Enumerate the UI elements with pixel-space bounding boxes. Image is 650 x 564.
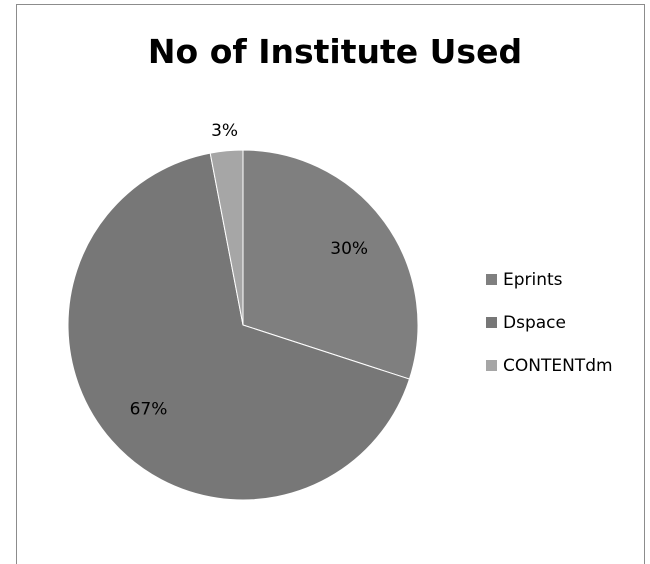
data-label-dspace: 67% <box>130 399 168 419</box>
legend-label-dspace: Dspace <box>503 313 566 333</box>
legend-label-eprints: Eprints <box>503 270 563 290</box>
legend: Eprints Dspace CONTENTdm <box>486 268 613 397</box>
legend-swatch-contentdm <box>486 360 497 371</box>
legend-item-contentdm: CONTENTdm <box>486 354 613 377</box>
legend-swatch-eprints <box>486 274 497 285</box>
legend-label-contentdm: CONTENTdm <box>503 356 613 376</box>
data-label-contentdm: 3% <box>211 121 238 141</box>
legend-swatch-dspace <box>486 317 497 328</box>
data-label-eprints: 30% <box>330 239 368 259</box>
legend-item-eprints: Eprints <box>486 268 613 291</box>
pie-slices <box>68 150 418 500</box>
legend-item-dspace: Dspace <box>486 311 613 334</box>
